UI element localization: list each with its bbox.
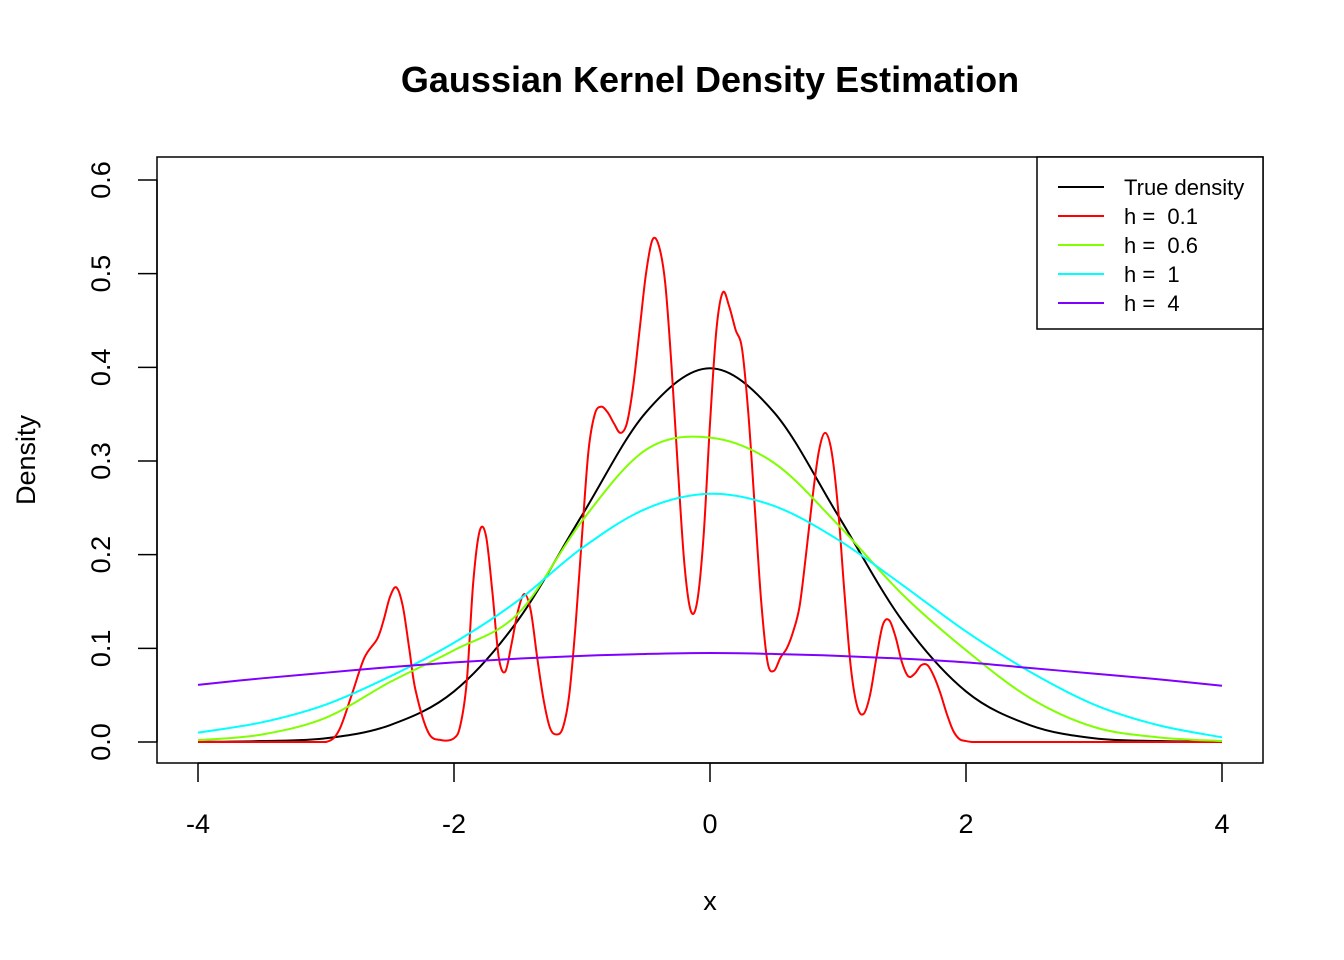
- x-tick-label: -2: [442, 809, 466, 839]
- series-line-true-density: [197, 367, 1223, 743]
- y-tick-label: 0.2: [86, 536, 116, 574]
- legend: True density h = 0.1 h = 0.6 h = 1 h = 4: [1036, 156, 1264, 330]
- y-tick-label: 0.3: [86, 442, 116, 480]
- legend-label: h = 4: [1124, 291, 1180, 316]
- legend-label: True density: [1124, 175, 1244, 200]
- y-axis-label: Density: [11, 414, 41, 505]
- legend-box: [1036, 156, 1264, 330]
- legend-label: h = 0.6: [1124, 233, 1198, 258]
- y-tick-label: 0.0: [86, 723, 116, 761]
- x-tick-label: -4: [186, 809, 210, 839]
- x-axis: -4 -2 0 2 4: [186, 762, 1230, 839]
- x-tick-label: 4: [1214, 809, 1229, 839]
- x-axis-label: x: [703, 886, 717, 916]
- chart-title: Gaussian Kernel Density Estimation: [401, 59, 1019, 100]
- y-tick-label: 0.5: [86, 255, 116, 293]
- series-line-h-4: [197, 652, 1223, 687]
- series-line-h-0-1: [197, 236, 1222, 743]
- x-tick-label: 0: [702, 809, 717, 839]
- y-tick-label: 0.4: [86, 349, 116, 387]
- series-line-h-1: [197, 492, 1223, 739]
- x-tick-label: 2: [958, 809, 973, 839]
- y-tick-label: 0.1: [86, 630, 116, 668]
- y-tick-label: 0.6: [86, 161, 116, 199]
- series-layer: [197, 236, 1223, 743]
- y-axis: 0.0 0.1 0.2 0.3 0.4 0.5 0.6: [86, 161, 158, 761]
- series-line-h-0-6: [197, 435, 1223, 743]
- legend-label: h = 1: [1124, 262, 1180, 287]
- legend-label: h = 0.1: [1124, 204, 1198, 229]
